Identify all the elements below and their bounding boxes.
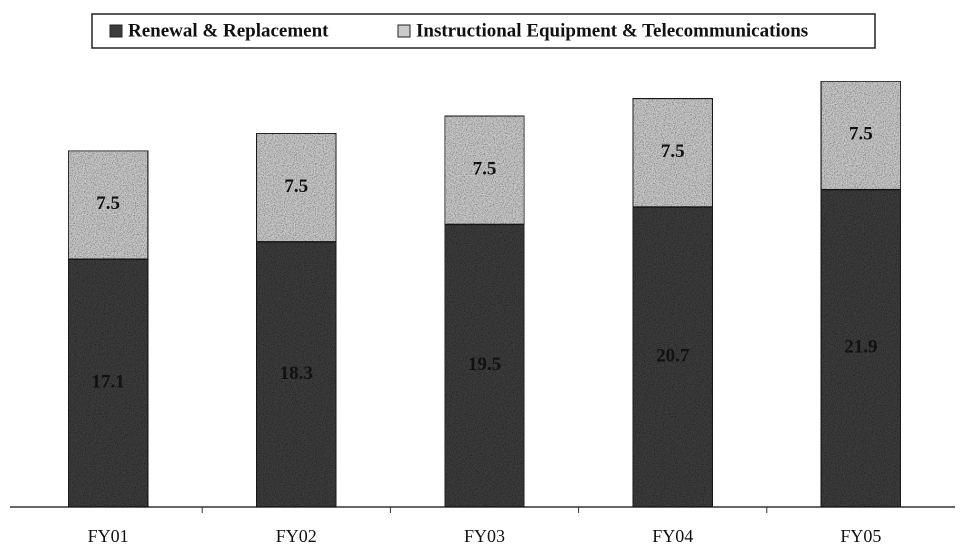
- data-label: 17.1: [91, 371, 124, 392]
- legend-label: Renewal & Replacement: [128, 20, 329, 41]
- x-tick-label: FY03: [464, 526, 505, 546]
- data-label: 20.7: [656, 345, 690, 366]
- bar-segment: [820, 80, 902, 191]
- bar-segment: [631, 206, 714, 508]
- legend-swatch: [109, 24, 123, 38]
- x-tick-label: FY04: [652, 526, 693, 546]
- x-tick-label: FY01: [88, 526, 129, 546]
- bar-segment: [443, 115, 526, 226]
- data-label: 7.5: [661, 141, 685, 162]
- bar-segment: [631, 97, 714, 208]
- legend-box: [91, 13, 876, 49]
- legend-label: Instructional Equipment & Telecommunicat…: [416, 20, 808, 41]
- bar-segment: [67, 149, 149, 260]
- bar-segment: [820, 188, 902, 508]
- legend-swatch: [397, 24, 411, 38]
- x-tick-label: FY05: [840, 526, 881, 546]
- data-label: 19.5: [468, 354, 501, 375]
- data-label: 7.5: [473, 158, 497, 179]
- data-label: 7.5: [284, 176, 308, 197]
- data-label: 7.5: [96, 193, 120, 214]
- x-tick-label: FY02: [276, 526, 317, 546]
- data-label: 21.9: [844, 337, 877, 358]
- data-label: 7.5: [849, 124, 873, 145]
- data-label: 18.3: [280, 363, 313, 384]
- bar-segment: [255, 132, 338, 243]
- bar-segment: [67, 258, 149, 508]
